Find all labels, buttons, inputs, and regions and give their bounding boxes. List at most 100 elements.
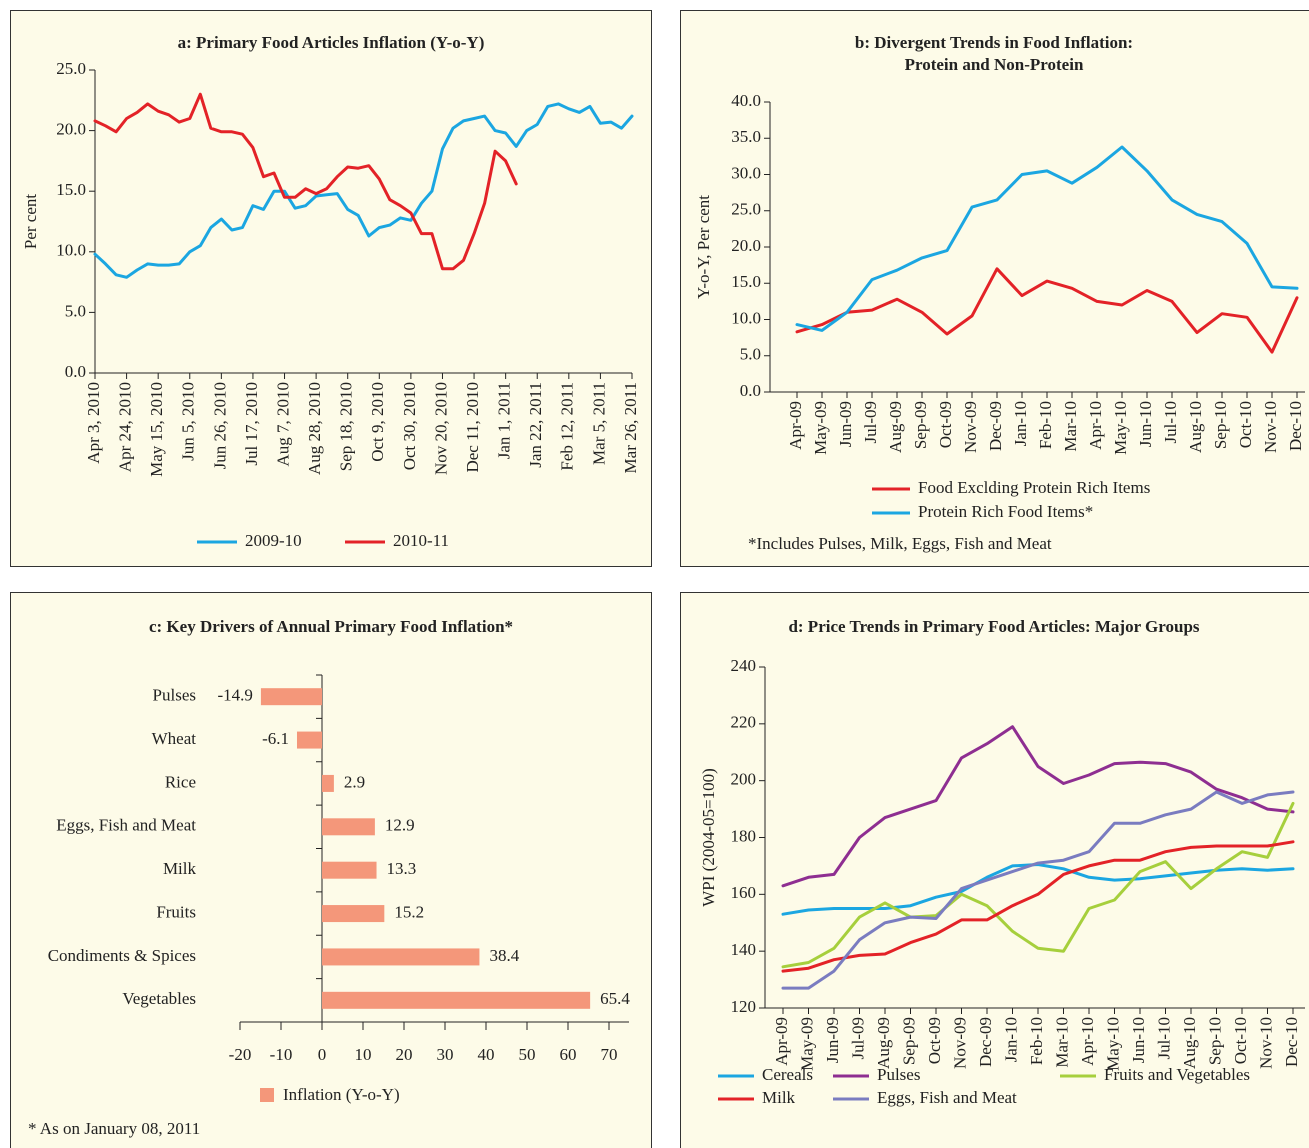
value-label: 15.2	[394, 902, 424, 921]
y-axis-label: Y-o-Y, Per cent	[694, 195, 713, 299]
bar	[296, 731, 322, 749]
x-tick-label: Oct-10	[1231, 1017, 1250, 1064]
panel-b	[680, 10, 1309, 567]
legend-label: 2009-10	[245, 531, 302, 550]
x-tick-label: Aug-09	[886, 401, 905, 453]
x-tick-label: Oct-10	[1236, 401, 1255, 448]
series-line	[781, 790, 1295, 990]
chart-title: a: Primary Food Articles Inflation (Y-o-…	[178, 33, 485, 52]
x-tick-label: Apr 3, 2010	[84, 382, 103, 464]
x-tick-label: May 15, 2010	[147, 382, 166, 477]
x-tick-label: 50	[519, 1045, 536, 1064]
y-axis-label: Per cent	[21, 194, 40, 250]
x-tick-label: Nov-09	[961, 401, 980, 453]
x-tick-label: Nov-09	[950, 1017, 969, 1069]
x-tick-label: Apr 24, 2010	[115, 382, 134, 472]
chart-title: b: Divergent Trends in Food Inflation:	[855, 33, 1133, 52]
bar	[322, 948, 480, 966]
x-tick-label: Jul-09	[848, 1017, 867, 1060]
x-tick-label: Mar-10	[1061, 401, 1080, 452]
x-tick-label: Nov 20, 2010	[431, 382, 450, 475]
legend-label: Protein Rich Food Items*	[918, 502, 1093, 521]
x-tick-label: May-10	[1111, 401, 1130, 455]
x-tick-label: Jun-10	[1129, 1017, 1148, 1063]
category-label: Fruits	[156, 902, 196, 921]
x-tick-label: Jul-10	[1161, 401, 1180, 444]
x-tick-label: Sep-10	[1211, 401, 1230, 449]
x-tick-label: Sep-09	[911, 401, 930, 449]
x-tick-label: Jun 5, 2010	[179, 382, 198, 461]
x-tick-label: Dec 11, 2010	[463, 382, 482, 473]
y-tick-label: 220	[731, 713, 757, 732]
x-tick-label: May-09	[811, 401, 830, 455]
chart-title: Protein and Non-Protein	[905, 55, 1084, 74]
x-tick-label: Oct-09	[936, 401, 955, 448]
chart-title: c: Key Drivers of Annual Primary Food In…	[149, 617, 513, 636]
x-tick-label: Jan 1, 2011	[495, 382, 514, 459]
x-tick-label: -10	[270, 1045, 293, 1064]
bar	[322, 905, 385, 923]
bar	[322, 991, 591, 1009]
x-tick-label: Feb-10	[1027, 1017, 1046, 1065]
x-tick-label: 60	[560, 1045, 577, 1064]
y-tick-label: 240	[731, 656, 757, 675]
x-tick-label: Mar 26, 2011	[621, 382, 640, 473]
x-tick-label: Jun-09	[823, 1017, 842, 1063]
value-label: -14.9	[217, 686, 252, 705]
x-tick-label: Jan-10	[1011, 401, 1030, 446]
x-tick-label: Jan-10	[1001, 1017, 1020, 1062]
x-tick-label: Aug-10	[1186, 401, 1205, 453]
legend-label: Milk	[762, 1088, 796, 1107]
category-label: Rice	[165, 772, 196, 791]
x-tick-label: May-10	[1103, 1017, 1122, 1071]
y-axis-label: WPI (2004-05=100)	[699, 768, 718, 906]
category-label: Vegetables	[122, 989, 196, 1008]
y-tick-label: 25.0	[731, 200, 761, 219]
y-tick-label: 200	[731, 770, 757, 789]
x-tick-label: Jul-10	[1154, 1017, 1173, 1060]
x-tick-label: Mar-10	[1052, 1017, 1071, 1068]
legend-label: Fruits and Vegetables	[1104, 1065, 1250, 1084]
value-label: 65.4	[600, 989, 630, 1008]
x-tick-label: Dec-10	[1282, 1017, 1301, 1067]
y-tick-label: 20.0	[731, 236, 761, 255]
bar	[322, 818, 375, 836]
x-tick-label: Feb 12, 2011	[558, 382, 577, 471]
series-line	[795, 145, 1299, 332]
note: *Includes Pulses, Milk, Eggs, Fish and M…	[748, 534, 1052, 553]
series-line	[795, 267, 1299, 354]
legend-label: Inflation (Y-o-Y)	[283, 1085, 400, 1104]
legend-label: Pulses	[877, 1065, 920, 1084]
category-label: Eggs, Fish and Meat	[56, 816, 196, 835]
value-label: 2.9	[344, 772, 365, 791]
y-tick-label: 15.0	[56, 180, 86, 199]
x-tick-label: -20	[229, 1045, 252, 1064]
x-tick-label: Mar 5, 2011	[589, 382, 608, 465]
legend-label: Eggs, Fish and Meat	[877, 1088, 1017, 1107]
x-tick-label: Sep-09	[899, 1017, 918, 1065]
category-label: Pulses	[153, 686, 196, 705]
y-tick-label: 180	[731, 826, 757, 845]
value-label: 12.9	[385, 816, 415, 835]
y-tick-label: 15.0	[731, 272, 761, 291]
x-tick-label: Sep 18, 2010	[337, 382, 356, 471]
x-tick-label: 40	[478, 1045, 495, 1064]
y-tick-label: 5.0	[65, 301, 86, 320]
legend-label: Cereals	[762, 1065, 813, 1084]
x-tick-label: Apr-10	[1078, 1017, 1097, 1066]
x-tick-label: 20	[396, 1045, 413, 1064]
x-tick-label: Jan 22, 2011	[526, 382, 545, 468]
y-tick-label: 25.0	[56, 59, 86, 78]
x-tick-label: Apr-10	[1086, 401, 1105, 450]
y-tick-label: 160	[731, 883, 757, 902]
x-tick-label: 30	[437, 1045, 454, 1064]
category-label: Wheat	[152, 729, 197, 748]
x-tick-label: Dec-09	[986, 401, 1005, 451]
y-tick-label: 20.0	[56, 120, 86, 139]
bar	[322, 774, 334, 792]
series-line	[781, 840, 1295, 973]
x-tick-label: May-09	[797, 1017, 816, 1071]
x-tick-label: Aug-09	[874, 1017, 893, 1069]
x-tick-label: Nov-10	[1256, 1017, 1275, 1069]
